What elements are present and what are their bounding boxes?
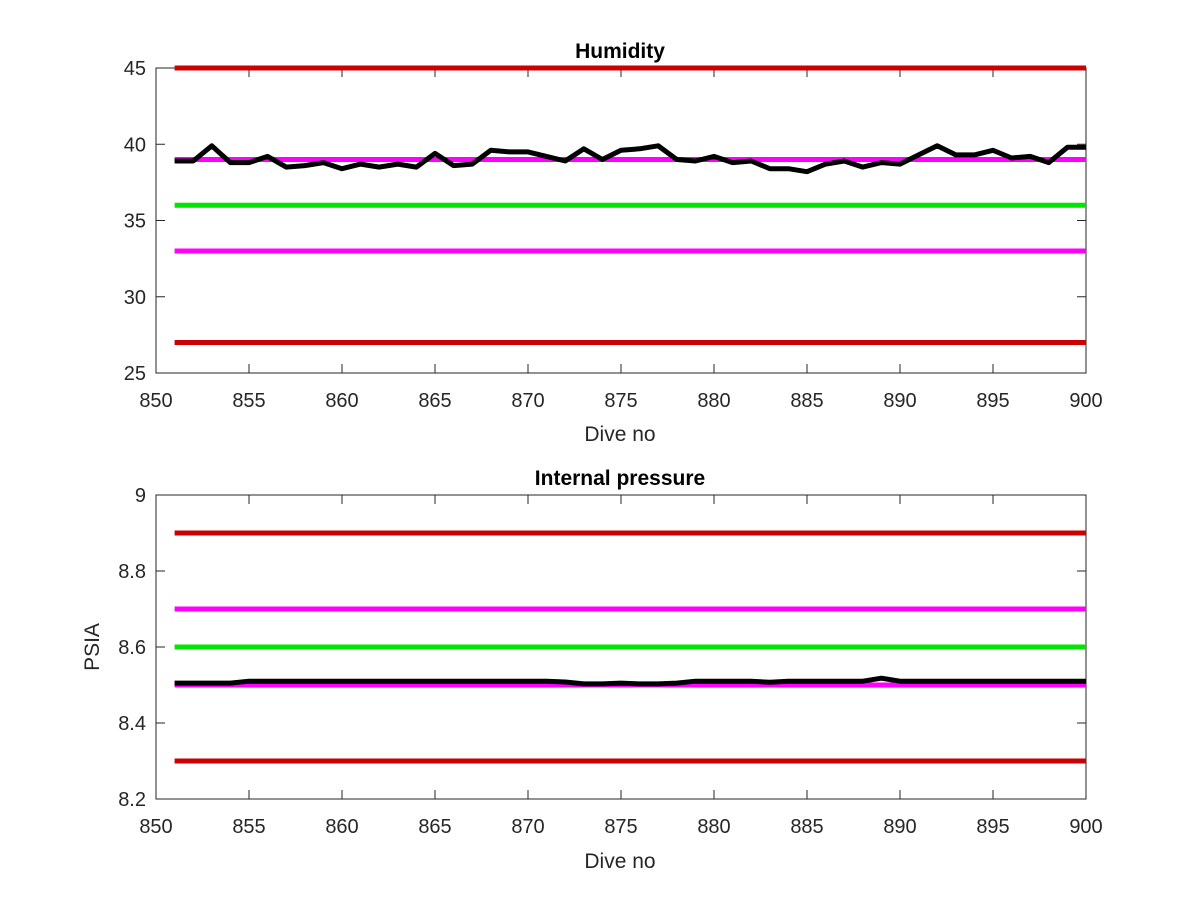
humidity-chart-title: Humidity	[575, 40, 665, 63]
pressure-y-tick-label: 8.2	[118, 789, 146, 811]
pressure-x-tick-label: 850	[139, 816, 172, 838]
humidity-y-tick-label: 40	[124, 134, 146, 156]
humidity-data-series-line	[174, 143, 1086, 175]
humidity-y-tick-label: 30	[124, 287, 146, 309]
pressure-x-tick-label: 855	[232, 816, 265, 838]
humidity-y-tick-label: 35	[124, 211, 146, 233]
humidity-x-tick-label: 880	[697, 390, 730, 412]
humidity-axes: Humidity Dive no 850 855 860 865 870 875 880 88…	[124, 40, 1103, 446]
pressure-x-axis-label: Dive no	[584, 850, 655, 873]
pressure-axes: Internal pressure Dive no PSIA 850 855 860…	[81, 467, 1103, 873]
humidity-y-tick-label: 45	[124, 58, 146, 80]
pressure-x-tick-label: 895	[976, 816, 1009, 838]
humidity-x-tick-label: 900	[1069, 390, 1102, 412]
pressure-x-tick-label: 890	[883, 816, 916, 838]
pressure-y-tick-label: 8.8	[118, 561, 146, 583]
pressure-y-axis-label: PSIA	[81, 623, 104, 671]
humidity-x-tick-label: 850	[139, 390, 172, 412]
humidity-x-tick-label: 885	[790, 390, 823, 412]
humidity-x-tick-label: 860	[325, 390, 358, 412]
humidity-x-tick-label: 870	[511, 390, 544, 412]
pressure-x-tick-label: 865	[418, 816, 451, 838]
pressure-y-tick-label: 8.6	[118, 637, 146, 659]
humidity-x-tick-label: 855	[232, 390, 265, 412]
humidity-x-tick-label: 875	[604, 390, 637, 412]
humidity-x-tick-label: 890	[883, 390, 916, 412]
pressure-x-tick-label: 900	[1069, 816, 1102, 838]
humidity-x-tick-label: 895	[976, 390, 1009, 412]
humidity-plot-frame	[155, 67, 1087, 374]
pressure-x-tick-label: 880	[697, 816, 730, 838]
pressure-y-tick-label: 9	[135, 485, 146, 507]
pressure-chart-title: Internal pressure	[535, 467, 705, 490]
humidity-x-axis-label: Dive no	[584, 423, 655, 446]
pressure-x-tick-label: 875	[604, 816, 637, 838]
pressure-x-tick-label: 870	[511, 816, 544, 838]
humidity-y-tick-label: 25	[124, 363, 146, 385]
pressure-x-tick-label: 860	[325, 816, 358, 838]
pressure-data-series-line	[174, 675, 1086, 687]
pressure-y-tick-label: 8.4	[118, 713, 146, 735]
humidity-x-tick-label: 865	[418, 390, 451, 412]
pressure-x-tick-label: 885	[790, 816, 823, 838]
